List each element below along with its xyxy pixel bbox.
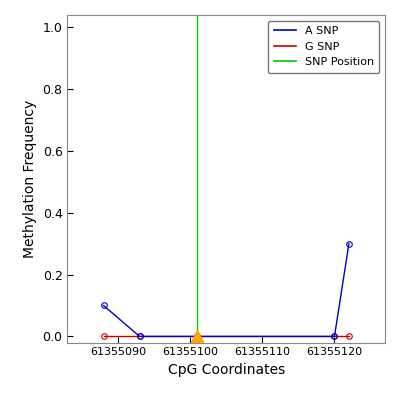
Y-axis label: Methylation Frequency: Methylation Frequency bbox=[23, 100, 37, 258]
Legend: A SNP, G SNP, SNP Position: A SNP, G SNP, SNP Position bbox=[268, 20, 380, 73]
X-axis label: CpG Coordinates: CpG Coordinates bbox=[168, 363, 285, 377]
